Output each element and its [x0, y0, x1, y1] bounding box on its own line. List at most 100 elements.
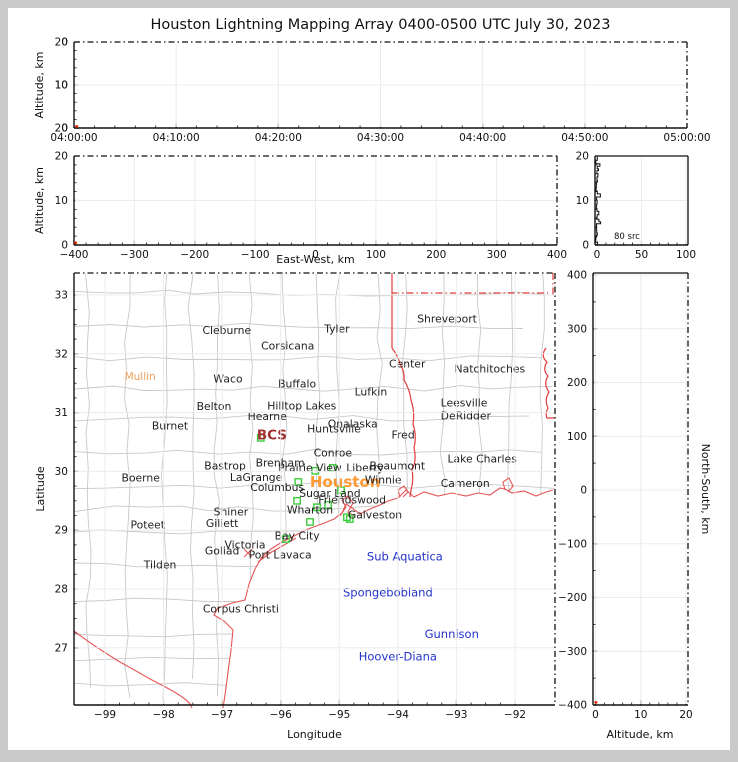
city-label-lake-charles: Lake Charles: [448, 453, 518, 466]
city-label-sub-aquatica: Sub Aquatica: [367, 550, 443, 564]
galveston-bay: [339, 495, 355, 517]
map-panel-ytick-label: 33: [55, 290, 68, 302]
lma-stations: [256, 433, 354, 543]
ns-altitude-xlabel: Altitude, km: [606, 728, 673, 741]
lma-station-marker: [311, 466, 320, 475]
city-label-deridder: DeRidder: [441, 410, 492, 423]
ns-altitude-panel-ytick-label: −300: [558, 646, 587, 658]
map-panel-xtick-label: −99: [94, 709, 116, 721]
source-histogram-panel-ytick-label: 10: [576, 195, 589, 207]
map-panel-xtick-label: −95: [328, 709, 350, 721]
ns-altitude-panel-ytick-label: 100: [567, 431, 587, 443]
time-altitude-panel-xtick-label: 04:40:00: [459, 132, 506, 144]
lma-station-marker: [324, 501, 333, 509]
source-histogram-panel-ytick-label: 20: [576, 151, 589, 163]
time-altitude-panel-xtick-label: 04:00:00: [50, 132, 97, 144]
source-histogram-panel-xtick-label: 0: [594, 249, 601, 261]
state-borders: [391, 273, 555, 498]
county-line: [124, 273, 131, 699]
lightning-source-dot-ns: [594, 701, 598, 704]
city-label-boerne: Boerne: [122, 471, 161, 484]
city-label-huntsville: Huntsville: [307, 423, 361, 436]
lma-station-marker: [313, 503, 321, 512]
source-histogram-panel-ytick-label: 0: [582, 240, 589, 252]
county-line: [74, 449, 542, 456]
city-label-lufkin: Lufkin: [355, 386, 388, 399]
city-label-cleburne: Cleburne: [203, 324, 252, 337]
lma-station-marker: [345, 515, 354, 523]
ns-altitude-panel-xtick-label: 10: [634, 709, 647, 721]
city-label-shreveport: Shreveport: [417, 313, 477, 326]
map-panel-xtick-label: −97: [211, 709, 233, 721]
county-line: [74, 355, 543, 362]
ew-altitude-panel-xtick-label: −100: [241, 249, 270, 261]
ew-altitude-panel-xtick-label: −300: [120, 249, 149, 261]
city-label-tyler: Tyler: [323, 323, 350, 336]
city-label-fred: Fred: [392, 428, 415, 441]
county-line: [74, 415, 530, 422]
time-altitude-panel-ytick-label: 20: [55, 37, 68, 49]
city-label-victoria: Victoria: [224, 538, 265, 551]
ns-altitude-panel-xtick-label: 0: [592, 709, 599, 721]
sabine-river-border: [391, 347, 416, 498]
city-label-tilden: Tilden: [143, 558, 177, 571]
lightning-source-dot-ew: [74, 241, 77, 245]
lma-station-marker: [306, 518, 314, 526]
ew-altitude-panel-xtick-label: 200: [426, 249, 446, 261]
city-label-hearne: Hearne: [248, 410, 287, 423]
city-label-spongebobland: Spongebobland: [343, 586, 433, 600]
sabine-lake: [397, 485, 409, 498]
time-altitude-panel-xtick-label: 05:00:00: [663, 132, 710, 144]
calcasieu-lake: [502, 477, 514, 493]
rio-grande-border: [73, 630, 193, 709]
lma-station-marker: [337, 486, 345, 495]
altitude-histogram-line: [595, 156, 602, 246]
city-label-corsicana: Corsicana: [261, 340, 314, 353]
ew-altitude-panel-ytick-label: 20: [55, 151, 68, 163]
time-altitude-panel-ytick-label: 10: [55, 80, 68, 92]
ns-altitude-panel-xtick-label: 20: [679, 709, 692, 721]
ns-altitude-panel-ytick-label: 200: [567, 377, 587, 389]
map-panel-ytick-label: 31: [55, 407, 68, 419]
time-altitude-panel-ytick-label: 0: [61, 123, 68, 135]
time-altitude-panel-xtick-label: 04:10:00: [153, 132, 200, 144]
ns-altitude-panel-ytick-label: 0: [580, 485, 587, 497]
ns-altitude-panel-ytick-label: 400: [567, 270, 587, 282]
city-label-bastrop: Bastrop: [204, 460, 246, 473]
city-label-columbus: Columbus: [250, 481, 304, 494]
ns-altitude-panel-ytick-label: −100: [558, 538, 587, 550]
figure-title: Houston Lightning Mapping Array 0400-050…: [150, 17, 610, 33]
city-label-brenham: Brenham: [256, 457, 305, 470]
map-panel-ytick-label: 32: [55, 348, 68, 360]
city-label-onalaska: Onalaska: [328, 417, 378, 430]
source-histogram-panel-xtick-label: 100: [676, 249, 696, 261]
city-label-conroe: Conroe: [314, 447, 353, 460]
county-line: [74, 385, 553, 392]
figure-background: [8, 8, 730, 750]
map-panel-ytick-label: 29: [55, 525, 68, 537]
ew-altitude-panel-xtick-label: 0: [312, 249, 319, 261]
map-panel-ytick-label: 28: [55, 584, 68, 596]
coastline: [213, 487, 554, 709]
source-count-annotation: 80 src: [614, 232, 640, 242]
lma-station-marker: [294, 478, 303, 486]
ew-altitude-panel-xtick-label: 400: [547, 249, 567, 261]
ta-ytick-label: 10: [55, 80, 68, 92]
ta-ytick-label: 0: [61, 37, 68, 49]
ew-altitude-panel-xtick-label: 300: [487, 249, 507, 261]
map-panel-xtick-label: −94: [387, 709, 409, 721]
city-label-buffalo: Buffalo: [278, 377, 316, 390]
city-label-center: Center: [389, 357, 426, 370]
city-label-leesville: Leesville: [441, 397, 488, 410]
county-line: [187, 273, 195, 680]
lightning-source-dot-time: [75, 125, 78, 128]
county-line: [74, 482, 555, 490]
mississippi-border: [542, 347, 555, 419]
time-altitude-panel-xtick-label: 04:50:00: [561, 132, 608, 144]
map-panel-xtick-label: −92: [504, 709, 526, 721]
bay-marks: [243, 548, 253, 558]
map-panel-xtick-label: −96: [270, 709, 292, 721]
city-label-poteet: Poteet: [131, 518, 165, 531]
city-label-belton: Belton: [197, 400, 232, 413]
